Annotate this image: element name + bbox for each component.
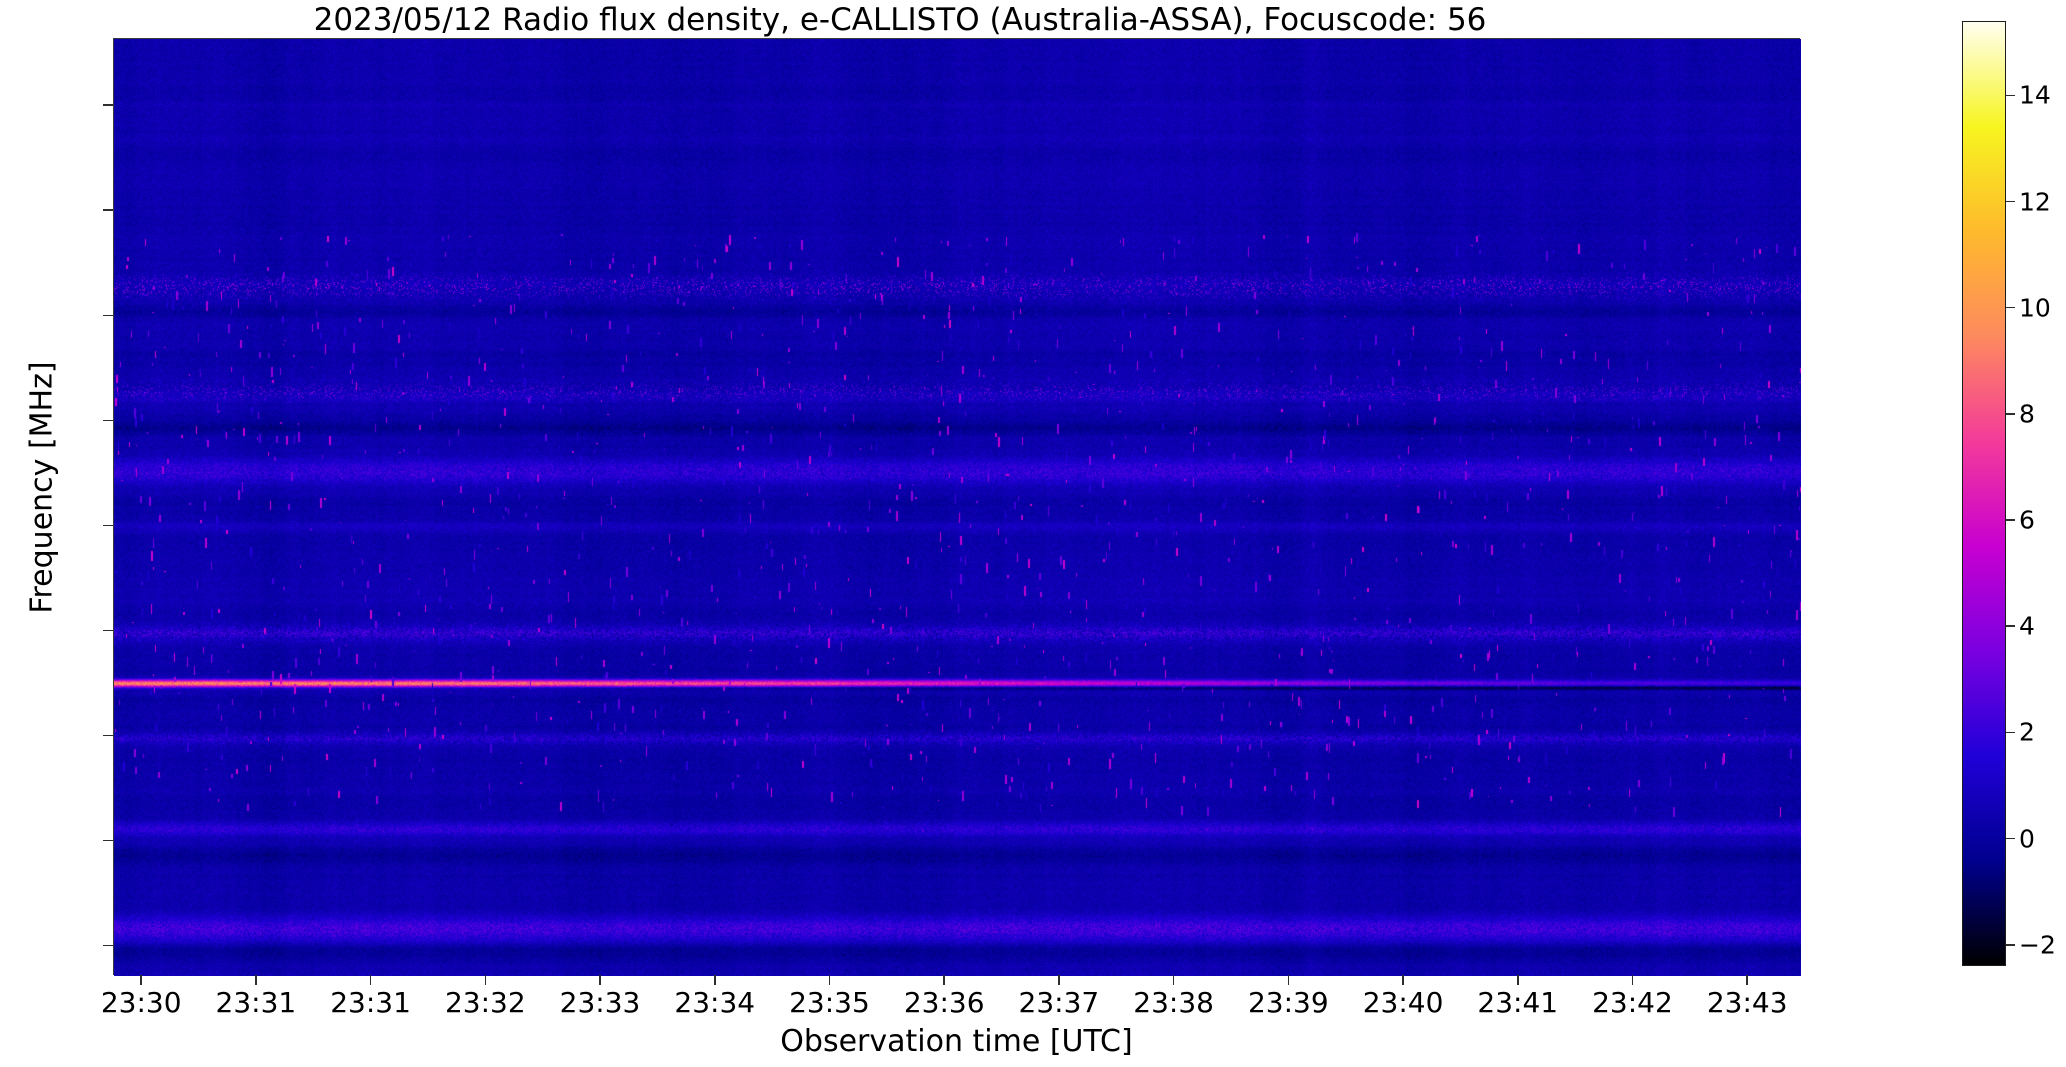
x-tick-mark <box>1746 975 1748 985</box>
colorbar-tick-mark <box>2006 625 2015 628</box>
colorbar-tick-label: −2 <box>2019 930 2056 960</box>
colorbar-tick-mark <box>2006 731 2015 734</box>
colorbar-tick-label: 4 <box>2019 611 2035 641</box>
colorbar-tick-label: 6 <box>2019 505 2035 535</box>
x-tick-label: 23:41 <box>1477 986 1559 1019</box>
y-tick-mark <box>103 419 113 422</box>
colorbar-tick-label: 0 <box>2019 824 2035 854</box>
y-tick-mark <box>103 734 113 737</box>
colorbar-tick-label: 10 <box>2019 293 2051 323</box>
colorbar-tick-mark <box>2006 943 2015 946</box>
y-tick-mark <box>103 314 113 317</box>
x-tick-label: 23:39 <box>1247 986 1329 1019</box>
colorbar-tick-mark <box>2006 200 2015 203</box>
x-tick-label: 23:30 <box>100 986 182 1019</box>
colorbar-tick-mark <box>2006 519 2015 521</box>
x-tick-label: 23:43 <box>1706 986 1788 1019</box>
x-tick-label: 23:36 <box>903 986 985 1019</box>
x-tick-label: 23:33 <box>559 986 641 1019</box>
colorbar <box>1962 21 2006 966</box>
colorbar-tick-label: 8 <box>2019 399 2035 429</box>
y-tick-mark <box>103 104 113 107</box>
y-tick-mark <box>103 839 113 842</box>
colorbar-tick-mark <box>2006 413 2015 415</box>
x-axis-label: Observation time [UTC] <box>780 1024 1133 1059</box>
x-tick-label: 23:40 <box>1362 986 1444 1019</box>
x-tick-mark <box>1402 975 1404 985</box>
x-tick-mark <box>1172 975 1175 985</box>
x-tick-label: 23:32 <box>444 986 526 1019</box>
x-tick-mark <box>255 975 257 985</box>
colorbar-gradient <box>1963 22 2005 965</box>
x-tick-mark <box>599 975 601 985</box>
colorbar-tick-mark <box>2006 94 2015 97</box>
x-tick-mark <box>140 975 142 985</box>
x-tick-mark <box>1287 975 1290 985</box>
plot-area <box>113 38 1801 976</box>
x-tick-label: 23:42 <box>1592 986 1673 1019</box>
y-tick-mark <box>103 629 113 632</box>
colorbar-tick-label: 12 <box>2019 187 2051 216</box>
x-tick-label: 23:31 <box>215 986 297 1019</box>
page-title: 2023/05/12 Radio flux density, e-CALLIST… <box>313 2 1487 38</box>
x-tick-mark <box>1631 975 1634 985</box>
x-tick-label: 23:38 <box>1133 986 1214 1019</box>
y-tick-mark <box>103 524 113 527</box>
x-tick-mark <box>1058 975 1060 985</box>
x-tick-mark <box>828 975 831 985</box>
y-tick-mark <box>103 209 113 212</box>
y-tick-mark <box>103 944 113 947</box>
x-tick-label: 23:37 <box>1018 986 1100 1019</box>
y-axis-label: Frequency [MHz] <box>24 361 60 614</box>
colorbar-tick-mark <box>2006 837 2015 840</box>
colorbar-tick-mark <box>2006 306 2015 309</box>
x-tick-mark <box>943 975 945 985</box>
x-tick-mark <box>713 975 716 985</box>
x-tick-label: 23:34 <box>674 986 756 1019</box>
x-tick-label: 23:31 <box>330 986 411 1019</box>
x-tick-label: 23:35 <box>789 986 870 1019</box>
colorbar-tick-label: 14 <box>2019 80 2051 110</box>
spectrogram-canvas <box>114 39 1801 976</box>
x-tick-mark <box>1516 975 1519 985</box>
x-tick-mark <box>484 975 487 985</box>
x-tick-mark <box>369 975 372 985</box>
colorbar-tick-label: 2 <box>2019 717 2035 747</box>
